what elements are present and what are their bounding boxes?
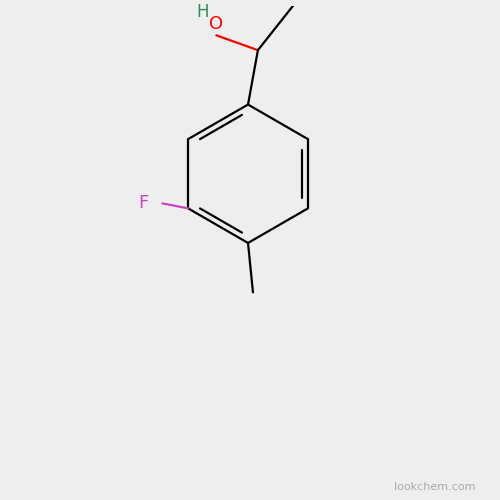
Text: H: H — [196, 4, 209, 22]
Text: O: O — [210, 16, 224, 34]
Text: lookchem.com: lookchem.com — [394, 482, 475, 492]
Text: F: F — [138, 194, 148, 212]
